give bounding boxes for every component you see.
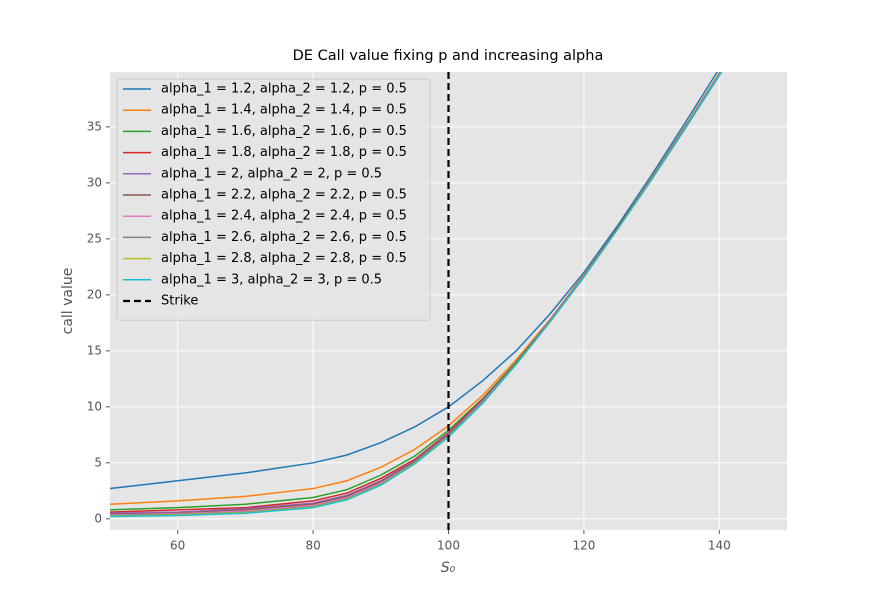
y-tick-label: 15 <box>87 343 102 357</box>
legend-label: Strike <box>161 294 198 309</box>
legend-box <box>116 78 431 321</box>
y-tick-label: 25 <box>87 231 102 245</box>
y-tick-label: 35 <box>87 119 102 133</box>
y-tick-label: 0 <box>94 511 102 525</box>
y-tick-label: 20 <box>87 287 102 301</box>
legend-label: alpha_1 = 2, alpha_2 = 2, p = 0.5 <box>161 166 382 181</box>
legend-label: alpha_1 = 2.8, alpha_2 = 2.8, p = 0.5 <box>161 251 407 266</box>
y-tick-label: 5 <box>94 455 102 469</box>
y-tick-label: 30 <box>87 175 102 189</box>
legend-label: alpha_1 = 2.2, alpha_2 = 2.2, p = 0.5 <box>161 188 407 203</box>
series-line <box>110 72 723 518</box>
legend-label: alpha_1 = 3, alpha_2 = 3, p = 0.5 <box>161 272 382 287</box>
legend-label: alpha_1 = 1.4, alpha_2 = 1.4, p = 0.5 <box>161 103 407 118</box>
x-tick-label: 60 <box>170 539 185 553</box>
legend-label: alpha_1 = 1.2, alpha_2 = 1.2, p = 0.5 <box>161 82 407 97</box>
y-tick-label: 10 <box>87 399 102 413</box>
y-axis-label: call value <box>60 268 76 335</box>
legend-label: alpha_1 = 1.8, alpha_2 = 1.8, p = 0.5 <box>161 145 407 160</box>
legend-label: alpha_1 = 2.6, alpha_2 = 2.6, p = 0.5 <box>161 230 407 245</box>
x-tick-label: 140 <box>708 539 731 553</box>
chart-title: DE Call value fixing p and increasing al… <box>293 48 604 64</box>
legend-label: alpha_1 = 2.4, alpha_2 = 2.4, p = 0.5 <box>161 209 407 224</box>
legend-label: alpha_1 = 1.6, alpha_2 = 1.6, p = 0.5 <box>161 124 407 139</box>
x-tick-label: 120 <box>572 539 595 553</box>
x-tick-label: 100 <box>437 539 460 553</box>
series-line <box>110 72 719 490</box>
x-axis-label: S₀ <box>441 560 456 576</box>
x-tick-label: 80 <box>305 539 320 553</box>
